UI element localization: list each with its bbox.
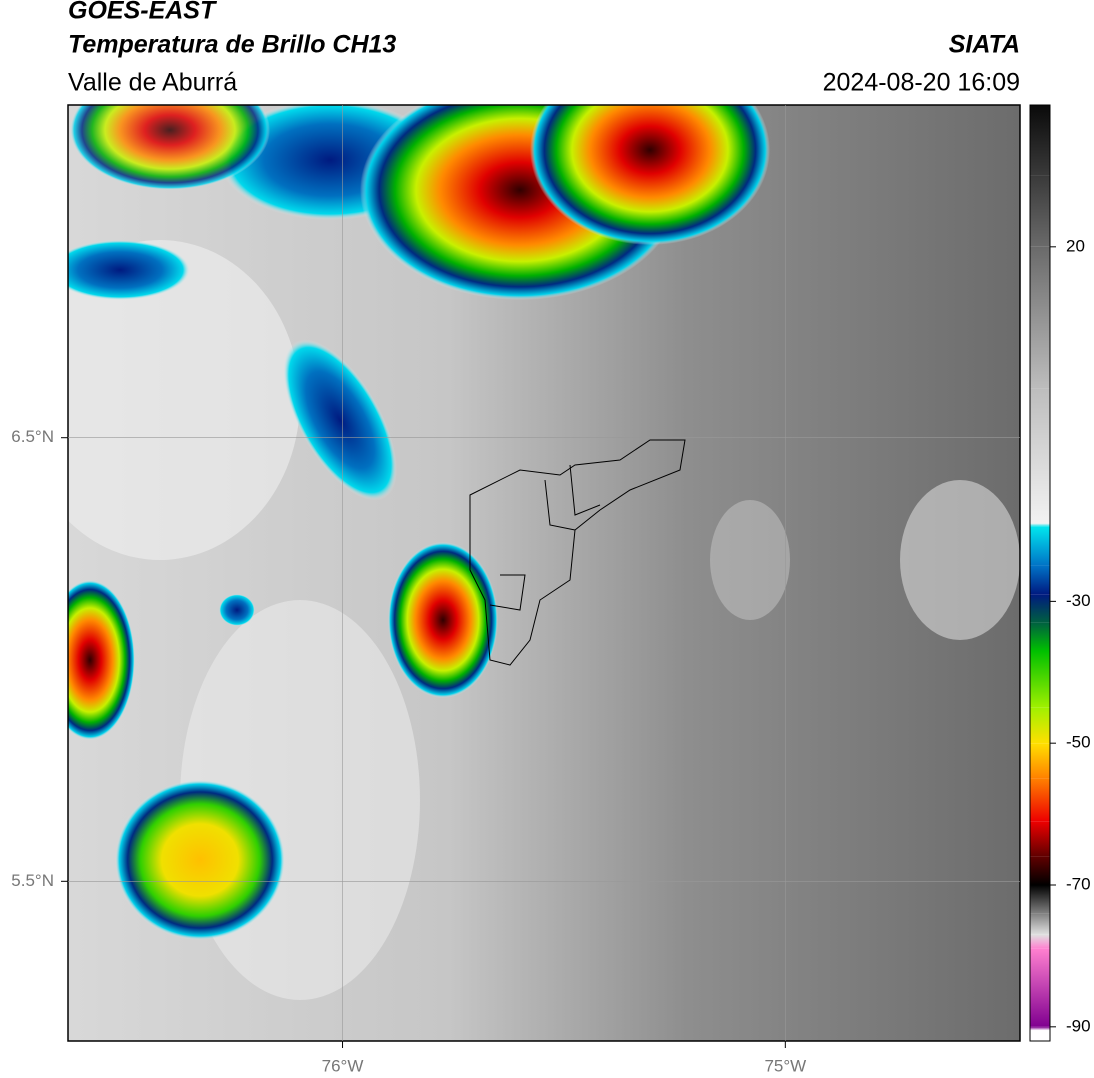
colorbar-tick-label: -90: [1066, 1016, 1091, 1035]
colorbar-frame: [1029, 104, 1051, 1042]
subtitle: Temperatura de Brillo CH13: [68, 31, 396, 59]
colorbar-segment: [1030, 1030, 1050, 1041]
title: GOES-EAST: [68, 0, 218, 25]
colorbar-segment: [1030, 565, 1050, 595]
x-tick-label: 76°W: [322, 1056, 364, 1075]
colorbar-segment: [1030, 1026, 1050, 1031]
colorbar-segment: [1030, 175, 1050, 247]
colorbar-segment: [1030, 885, 1050, 914]
colorbar-segment: [1030, 622, 1050, 651]
colorbar-segment: [1030, 778, 1050, 822]
municipal-boundaries: [469, 439, 686, 666]
x-tick-label: 75°W: [764, 1056, 806, 1075]
colorbar-segment: [1030, 934, 1050, 949]
colorbar-segment: [1030, 707, 1050, 744]
timestamp: 2024-08-20 16:09: [823, 69, 1020, 97]
colorbar-tick-label: -50: [1066, 733, 1091, 752]
colorbar-segment: [1030, 651, 1050, 708]
colorbar-segment: [1030, 743, 1050, 779]
colorbar-segment: [1030, 594, 1050, 623]
colorbar-segment: [1030, 246, 1050, 389]
y-tick-label: 6.5°N: [11, 427, 54, 446]
colorbar-tick-label: -70: [1066, 874, 1091, 893]
colorbar-segment: [1030, 388, 1050, 524]
satellite-image: [68, 105, 1020, 1041]
colorbar-segment: [1030, 105, 1050, 176]
map-frame: [67, 104, 1021, 1042]
colorbar-tick-label: -30: [1066, 591, 1091, 610]
y-tick-label: 5.5°N: [11, 871, 54, 890]
colorbar-segment: [1030, 856, 1050, 885]
colorbar-segment: [1030, 526, 1050, 566]
colorbar-segment: [1030, 948, 1050, 1027]
colorbar-tick-label: 20: [1066, 236, 1085, 255]
source: SIATA: [949, 31, 1020, 59]
region: Valle de Aburrá: [68, 69, 237, 97]
colorbar-segment: [1030, 913, 1050, 935]
colorbar-segment: [1030, 523, 1050, 527]
colorbar-segment: [1030, 821, 1050, 857]
